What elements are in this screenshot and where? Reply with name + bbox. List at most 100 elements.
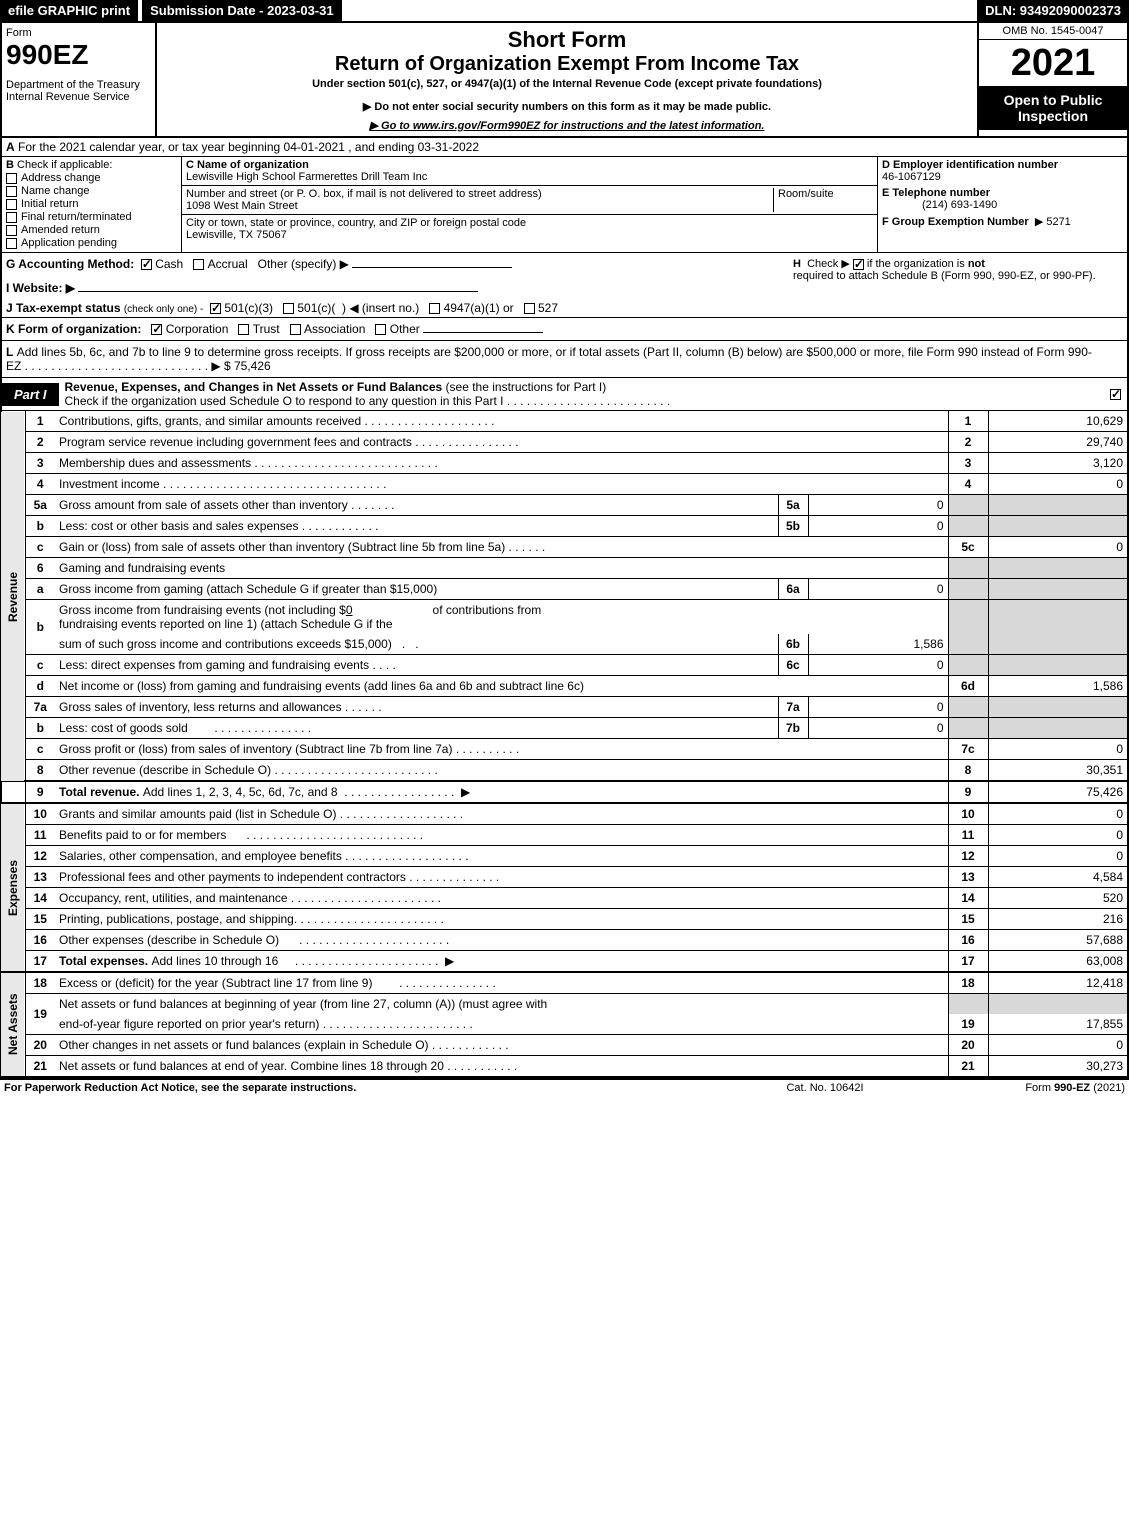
part-1-tab: Part I xyxy=(2,383,59,406)
header-left: Form 990EZ Department of the Treasury In… xyxy=(2,23,157,136)
chk-association[interactable] xyxy=(290,324,301,335)
chk-501c3[interactable] xyxy=(210,303,221,314)
row-g-accounting: G Accounting Method: Cash Accrual Other … xyxy=(0,253,1129,299)
line-9-amount: 75,426 xyxy=(988,781,1128,803)
part-1-header: Part I Revenue, Expenses, and Changes in… xyxy=(0,378,1129,411)
header-right: OMB No. 1545-0047 2021 Open to Public In… xyxy=(977,23,1127,136)
chk-schedule-o-part1[interactable] xyxy=(1110,389,1121,400)
form-number: 990EZ xyxy=(6,39,151,71)
omb-number: OMB No. 1545-0047 xyxy=(979,23,1127,40)
chk-initial-return[interactable] xyxy=(6,199,17,210)
form-subtitle: Under section 501(c), 527, or 4947(a)(1)… xyxy=(161,78,973,90)
line-15-amount: 216 xyxy=(988,909,1128,930)
line-8-amount: 30,351 xyxy=(988,760,1128,782)
form-note-ssn: ▶ Do not enter social security numbers o… xyxy=(161,100,973,113)
line-5c-amount: 0 xyxy=(988,537,1128,558)
line-6b-amount: 1,586 xyxy=(808,634,948,655)
info-grid: B Check if applicable: Address change Na… xyxy=(0,157,1129,253)
group-exemption-label: F Group Exemption Number xyxy=(882,216,1029,228)
chk-final-return[interactable] xyxy=(6,212,17,223)
row-h-schedule-b: H Check ▶ if the organization is not req… xyxy=(793,257,1123,295)
chk-name-change[interactable] xyxy=(6,186,17,197)
line-17-amount: 63,008 xyxy=(988,951,1128,973)
addr-label: Number and street (or P. O. box, if mail… xyxy=(186,188,773,200)
line-5b-amount: 0 xyxy=(808,516,948,537)
chk-application-pending[interactable] xyxy=(6,238,17,249)
line-21-amount: 30,273 xyxy=(988,1056,1128,1078)
header-mid: Short Form Return of Organization Exempt… xyxy=(157,23,977,136)
chk-address-change[interactable] xyxy=(6,173,17,184)
chk-accrual[interactable] xyxy=(193,259,204,270)
catalog-number: Cat. No. 10642I xyxy=(725,1082,925,1094)
line-18-amount: 12,418 xyxy=(988,972,1128,994)
website-label: I Website: ▶ xyxy=(6,281,75,295)
dln-label: DLN: 93492090002373 xyxy=(977,0,1129,21)
line-12-amount: 0 xyxy=(988,846,1128,867)
department-label: Department of the Treasury Internal Reve… xyxy=(6,79,151,103)
row-j-tax-status: J Tax-exempt status (check only one) - 5… xyxy=(0,299,1129,318)
line-13-amount: 4,584 xyxy=(988,867,1128,888)
row-k-form-org: K Form of organization: Corporation Trus… xyxy=(0,318,1129,341)
paperwork-notice: For Paperwork Reduction Act Notice, see … xyxy=(4,1082,725,1094)
room-suite-label: Room/suite xyxy=(773,188,873,212)
chk-corporation[interactable] xyxy=(151,324,162,335)
line-3-amount: 3,120 xyxy=(988,453,1128,474)
line-14-amount: 520 xyxy=(988,888,1128,909)
efile-label[interactable]: efile GRAPHIC print xyxy=(0,0,138,21)
chk-other-org[interactable] xyxy=(375,324,386,335)
chk-amended-return[interactable] xyxy=(6,225,17,236)
top-bar: efile GRAPHIC print Submission Date - 20… xyxy=(0,0,1129,21)
line-19-amount: 17,855 xyxy=(988,1014,1128,1035)
org-city: Lewisville, TX 75067 xyxy=(186,229,873,241)
tax-year: 2021 xyxy=(979,40,1127,86)
org-address: 1098 West Main Street xyxy=(186,200,773,212)
chk-4947a1[interactable] xyxy=(429,303,440,314)
submission-date: Submission Date - 2023-03-31 xyxy=(142,0,342,21)
line-4-amount: 0 xyxy=(988,474,1128,495)
line-1-amount: 10,629 xyxy=(988,411,1128,432)
line-7a-amount: 0 xyxy=(808,697,948,718)
line-6c-amount: 0 xyxy=(808,655,948,676)
line-6d-amount: 1,586 xyxy=(988,676,1128,697)
ein-label: D Employer identification number xyxy=(882,159,1058,171)
line-10-amount: 0 xyxy=(988,803,1128,825)
form-label: Form xyxy=(6,27,151,39)
org-name-label: C Name of organization xyxy=(186,159,873,171)
chk-527[interactable] xyxy=(524,303,535,314)
col-b-checkboxes: B Check if applicable: Address change Na… xyxy=(2,157,182,252)
form-note-link: ▶ Go to www.irs.gov/Form990EZ for instru… xyxy=(161,119,973,132)
line-16-amount: 57,688 xyxy=(988,930,1128,951)
ein-value: 46-1067129 xyxy=(882,171,941,183)
form-header: Form 990EZ Department of the Treasury In… xyxy=(0,21,1129,138)
col-c-org-info: C Name of organization Lewisville High S… xyxy=(182,157,877,252)
row-l-gross-receipts: L Add lines 5b, 6c, and 7b to line 9 to … xyxy=(0,341,1129,378)
line-7b-amount: 0 xyxy=(808,718,948,739)
gross-receipts-amount: ▶ $ 75,426 xyxy=(211,359,270,373)
line-20-amount: 0 xyxy=(988,1035,1128,1056)
chk-cash[interactable] xyxy=(141,259,152,270)
form-title: Return of Organization Exempt From Incom… xyxy=(161,53,973,76)
irs-link[interactable]: www.irs.gov/Form990EZ xyxy=(413,120,540,132)
line-7c-amount: 0 xyxy=(988,739,1128,760)
line-6a-amount: 0 xyxy=(808,579,948,600)
row-a-tax-year: A For the 2021 calendar year, or tax yea… xyxy=(0,138,1129,157)
open-inspection-badge: Open to Public Inspection xyxy=(979,86,1127,130)
form-version: Form 990-EZ (2021) xyxy=(925,1082,1125,1094)
short-form-title: Short Form xyxy=(161,27,973,53)
org-name: Lewisville High School Farmerettes Drill… xyxy=(186,171,873,183)
part-1-table: Revenue 1 Contributions, gifts, grants, … xyxy=(0,411,1129,1078)
tel-label: E Telephone number xyxy=(882,187,990,199)
chk-trust[interactable] xyxy=(238,324,249,335)
net-assets-tab: Net Assets xyxy=(1,972,25,1077)
line-11-amount: 0 xyxy=(988,825,1128,846)
col-d-ids: D Employer identification number46-10671… xyxy=(877,157,1127,252)
line-5a-amount: 0 xyxy=(808,495,948,516)
chk-schedule-b-not-required[interactable] xyxy=(853,259,864,270)
expenses-tab: Expenses xyxy=(1,803,25,972)
page-footer: For Paperwork Reduction Act Notice, see … xyxy=(0,1078,1129,1096)
tel-value: (214) 693-1490 xyxy=(882,199,997,211)
group-exemption-value: ▶ 5271 xyxy=(1035,216,1071,228)
chk-501c[interactable] xyxy=(283,303,294,314)
part-1-title: Revenue, Expenses, and Changes in Net As… xyxy=(59,378,1110,410)
line-2-amount: 29,740 xyxy=(988,432,1128,453)
